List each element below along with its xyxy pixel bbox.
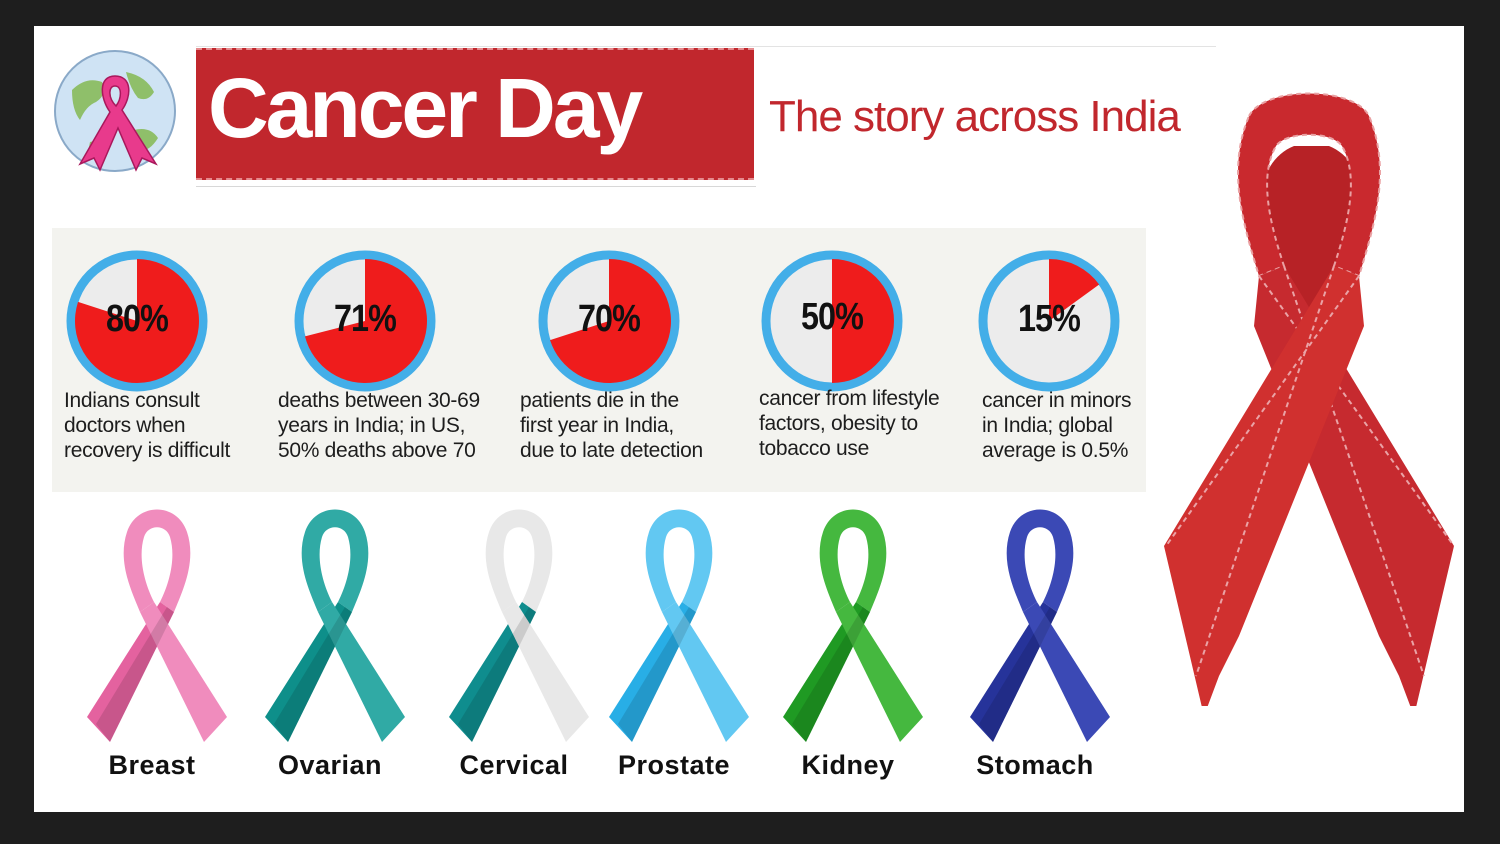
awareness-ribbon-icon: [783, 509, 923, 742]
ribbon-strand: [662, 602, 749, 742]
ribbon-strand: [970, 602, 1057, 742]
stats-panel: 80% Indians consult doctors when recover…: [52, 228, 1146, 492]
ribbon-label: Cervical: [459, 750, 569, 780]
pie-chart: [66, 250, 208, 392]
stat-item: 71%: [290, 246, 510, 396]
ribbon-strand: [645, 509, 713, 612]
stat-percent: 70%: [577, 298, 641, 340]
pie-slice: [304, 259, 428, 383]
ribbon-shade: [458, 607, 536, 742]
ribbon-shade: [274, 607, 352, 742]
ribbon-strand: [449, 602, 536, 742]
ribbon-shade: [618, 607, 696, 742]
ribbon-strand: [783, 602, 870, 742]
stat-percent: 50%: [800, 296, 864, 338]
stat-line: patients die in the: [520, 389, 679, 412]
stat-item: 80%: [62, 246, 282, 396]
ribbon-item: Prostate: [584, 492, 764, 792]
ribbon-label: Stomach: [976, 750, 1094, 780]
pie-chart: [978, 250, 1120, 392]
awareness-ribbon-icon: [609, 509, 749, 742]
awareness-ribbon-icon: [970, 509, 1110, 742]
infographic: Cancer Day The story across India 80% In…: [34, 26, 1464, 812]
page-subtitle: The story across India: [769, 92, 1181, 141]
ribbon-shade: [979, 607, 1057, 742]
stat-item: 15%: [974, 246, 1194, 396]
ribbon-strand: [318, 602, 405, 742]
stat-line: tobacco use: [759, 437, 869, 460]
pie-slice: [74, 259, 199, 383]
stat-item: 70%: [534, 246, 754, 396]
page-title: Cancer Day: [208, 61, 643, 155]
pie-slice: [832, 259, 894, 383]
ribbon-item: Cervical: [424, 492, 604, 792]
stat-line: factors, obesity to: [759, 412, 918, 435]
globe-pink-ribbon-icon: [54, 50, 176, 172]
stat-percent: 15%: [1017, 298, 1081, 340]
ribbon-label: Breast: [108, 750, 196, 780]
ribbon-shade: [96, 607, 174, 742]
pie-chart: [294, 250, 436, 392]
stat-line: 50% deaths above 70: [278, 439, 476, 462]
stat-line: cancer in minors: [982, 389, 1132, 412]
awareness-ribbon-icon: [449, 509, 589, 742]
ribbon-strand: [819, 509, 887, 612]
pie-chart: [538, 250, 680, 392]
stat-description: cancer in minors in India; global averag…: [982, 388, 1222, 463]
awareness-ribbon-icon: [265, 509, 405, 742]
stat-line: doctors when: [64, 414, 186, 437]
ribbon-strand: [609, 602, 696, 742]
ribbon-label: Ovarian: [277, 750, 383, 780]
ribbon-strand: [502, 602, 589, 742]
stat-percent: 71%: [333, 298, 397, 340]
stat-line: recovery is difficult: [64, 439, 231, 462]
ribbon-label: Prostate: [617, 750, 731, 780]
ribbon-row: Breast Ovarian Cervical Prostate Kidney …: [52, 492, 1146, 792]
stat-line: first year in India,: [520, 414, 674, 437]
ribbon-item: Ovarian: [240, 492, 420, 792]
stat-line: years in India; in US,: [278, 414, 466, 437]
ribbon-strand: [301, 509, 369, 612]
header-rule: [196, 46, 1216, 47]
pie-slice: [550, 259, 671, 383]
pie-chart: [761, 250, 903, 392]
stat-line: Indians consult: [64, 389, 200, 412]
ribbon-label: Kidney: [801, 750, 895, 780]
stat-item: 50%: [757, 246, 977, 396]
ribbon-strand: [123, 509, 191, 612]
stat-line: due to late detection: [520, 439, 703, 462]
stat-line: in India; global: [982, 414, 1113, 437]
ribbon-strand: [836, 602, 923, 742]
stat-description: deaths between 30-69 years in India; in …: [278, 388, 518, 463]
ribbon-strand: [140, 602, 227, 742]
ribbon-strand: [265, 602, 352, 742]
stat-line: cancer from lifestyle: [759, 387, 940, 410]
ribbon-strand: [1023, 602, 1110, 742]
stat-description: Indians consult doctors when recovery is…: [64, 388, 304, 463]
ribbon-shade: [792, 607, 870, 742]
ribbon-item: Kidney: [758, 492, 938, 792]
ribbon-item: Stomach: [945, 492, 1125, 792]
ribbon-item: Breast: [62, 492, 242, 792]
stat-percent: 80%: [105, 298, 169, 340]
ribbon-strand: [485, 509, 553, 612]
red-ribbon-icon: [1164, 92, 1455, 706]
header-rule: [196, 186, 756, 187]
title-banner: Cancer Day: [196, 48, 754, 180]
ribbon-strand: [87, 602, 174, 742]
stat-line: average is 0.5%: [982, 439, 1129, 462]
ribbon-strand: [1006, 509, 1074, 612]
stat-description: patients die in the first year in India,…: [520, 388, 760, 463]
awareness-ribbon-icon: [87, 509, 227, 742]
pie-slice: [1049, 259, 1100, 321]
stat-line: deaths between 30-69: [278, 389, 480, 412]
stat-description: cancer from lifestyle factors, obesity t…: [759, 386, 999, 461]
